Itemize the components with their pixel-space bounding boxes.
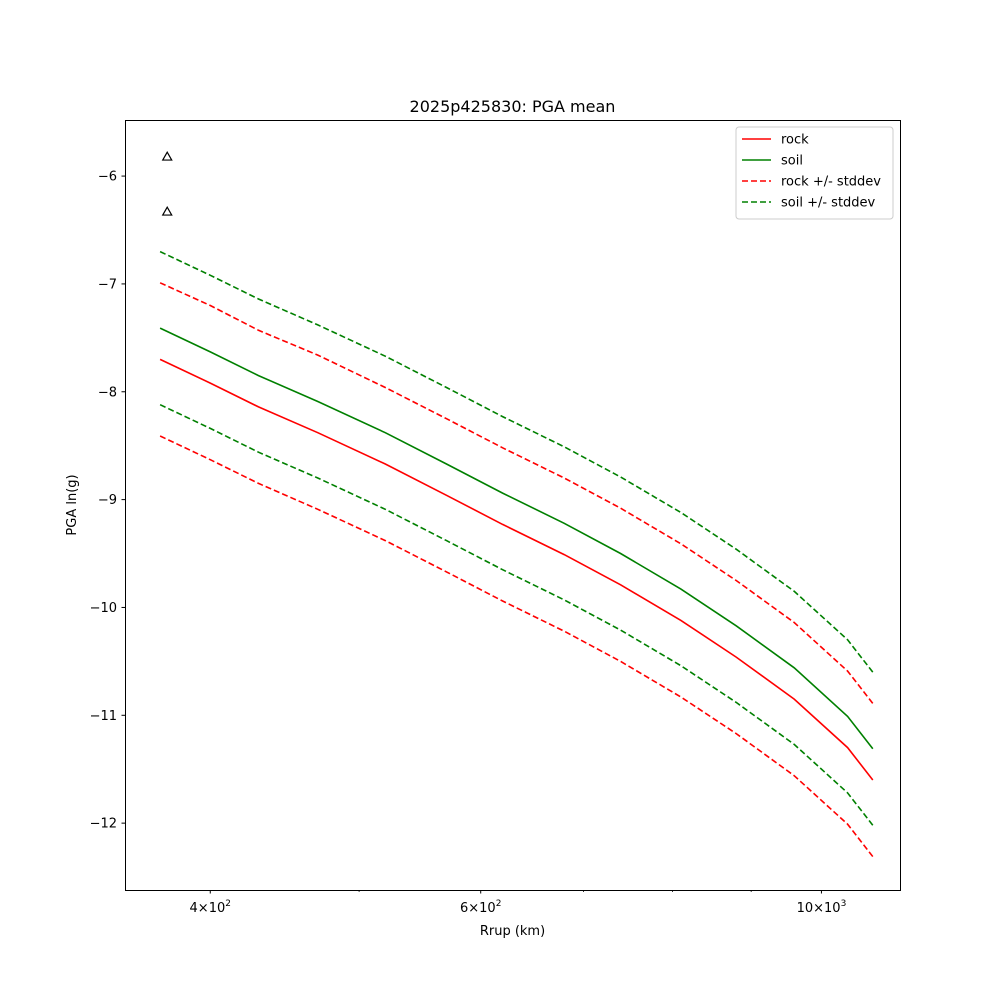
observation-markers xyxy=(161,150,173,216)
y-tick-label: −11 xyxy=(90,709,117,724)
y-tick-label: −8 xyxy=(98,385,117,400)
legend-label: soil +/- stddev xyxy=(781,196,876,211)
x-tick-label: 4×102 xyxy=(190,899,231,916)
series-line-3 xyxy=(159,435,874,858)
plot-frame xyxy=(125,120,901,891)
y-tick-label: −6 xyxy=(98,170,117,185)
legend-label: rock xyxy=(781,133,809,148)
x-axis-ticks: 4×102 6×102 10×103 xyxy=(190,890,847,916)
y-tick-label: −9 xyxy=(98,493,117,508)
x-tick-label: 6×102 xyxy=(460,899,501,916)
y-tick-label: −10 xyxy=(90,601,117,616)
y-tick-label: −12 xyxy=(90,817,117,832)
x-tick-label: 10×103 xyxy=(797,899,847,916)
observation-marker xyxy=(161,150,173,161)
series-lines xyxy=(159,250,874,858)
legend-box xyxy=(735,126,894,220)
legend: rock soil rock +/- stddev soil +/- stddev xyxy=(735,126,894,220)
series-line-2 xyxy=(159,282,874,704)
observation-marker xyxy=(161,205,173,216)
legend-label: rock +/- stddev xyxy=(781,175,881,190)
series-line-4 xyxy=(159,250,874,673)
y-axis-ticks: −6 −7 −8 −9 −10 −11 −12 xyxy=(90,170,125,832)
x-axis-label: Rrup (km) xyxy=(480,924,545,939)
legend-label: soil xyxy=(781,154,803,169)
series-line-0 xyxy=(159,358,874,781)
y-axis-label: PGA ln(g) xyxy=(65,474,80,535)
chart-title: 2025p425830: PGA mean xyxy=(410,97,616,116)
series-line-5 xyxy=(159,403,874,826)
series-line-1 xyxy=(159,327,874,750)
y-tick-label: −7 xyxy=(98,277,117,292)
